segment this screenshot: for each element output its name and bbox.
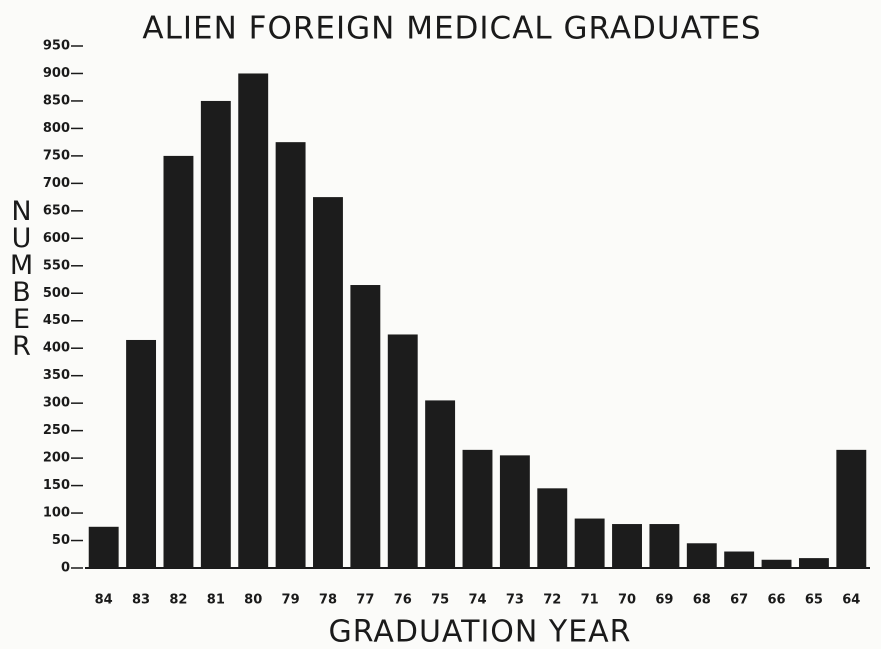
bar — [798, 558, 829, 568]
y-tick-label: 750 — [43, 148, 70, 163]
y-tick-label: 400 — [43, 341, 70, 356]
y-tick-label: 800 — [43, 121, 70, 136]
y-tick-label: 50 — [52, 533, 70, 548]
y-tick-label: 300 — [43, 396, 70, 411]
x-tick-label: 68 — [693, 593, 711, 608]
y-tick-label: 600 — [43, 231, 70, 246]
bar — [724, 551, 755, 568]
y-tick-label: 500 — [43, 286, 70, 301]
x-tick-label: 73 — [506, 593, 524, 608]
bar — [350, 285, 381, 568]
x-tick-label: 78 — [319, 593, 337, 608]
y-tick-label: 100 — [43, 506, 70, 521]
bar — [462, 449, 493, 568]
x-tick-label: 69 — [655, 593, 673, 608]
x-tick-label: 79 — [282, 593, 300, 608]
x-tick-label: 75 — [431, 593, 449, 608]
bar — [499, 455, 530, 568]
y-tick-label: 900 — [43, 66, 70, 81]
x-tick-label: 84 — [95, 593, 113, 608]
y-axis-label: NUMBER — [6, 196, 37, 358]
bar — [126, 339, 157, 568]
y-tick-label: 650 — [43, 203, 70, 218]
bar — [163, 155, 194, 569]
y-tick-label: 350 — [43, 368, 70, 383]
bar — [425, 400, 456, 568]
y-tick-label: 150 — [43, 478, 70, 493]
y-tick-label: 250 — [43, 423, 70, 438]
x-tick-label: 70 — [618, 593, 636, 608]
bar — [275, 142, 306, 568]
bar — [649, 524, 680, 568]
x-tick-label: 83 — [132, 593, 150, 608]
y-tick-label: 950 — [43, 39, 70, 54]
x-tick-label: 74 — [468, 593, 486, 608]
chart-title: ALIEN FOREIGN MEDICAL GRADUATES — [142, 11, 761, 47]
bar — [238, 73, 269, 568]
x-tick-label: 65 — [805, 593, 823, 608]
y-tick-label: 700 — [43, 176, 70, 191]
x-tick-label: 67 — [730, 593, 748, 608]
x-tick-label: 77 — [356, 593, 374, 608]
x-tick-label: 76 — [394, 593, 412, 608]
x-tick-label: 71 — [581, 593, 599, 608]
x-tick-label: 64 — [842, 593, 860, 608]
x-tick-label: 80 — [244, 593, 262, 608]
y-tick-label: 200 — [43, 451, 70, 466]
bar — [200, 100, 231, 569]
x-axis-label: GRADUATION YEAR — [328, 615, 631, 649]
y-tick-label: 0 — [61, 561, 70, 576]
y-tick-label: 450 — [43, 313, 70, 328]
bar — [88, 526, 119, 568]
bar — [836, 449, 867, 568]
x-tick-label: 66 — [768, 593, 786, 608]
bar — [537, 488, 568, 568]
bar — [387, 334, 418, 568]
bar — [313, 197, 343, 568]
y-tick-label: 850 — [43, 93, 70, 108]
bar — [612, 524, 642, 568]
x-tick-label: 81 — [207, 593, 225, 608]
y-tick-label: 550 — [43, 258, 70, 273]
bar — [761, 559, 792, 568]
bar — [686, 543, 717, 568]
x-tick-label: 82 — [169, 593, 187, 608]
bar — [574, 518, 605, 568]
x-tick-label: 72 — [543, 593, 561, 608]
